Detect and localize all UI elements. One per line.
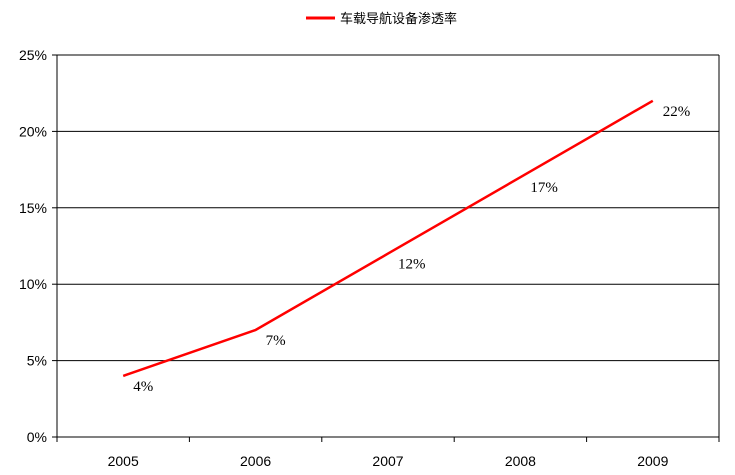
x-tick-label: 2005 xyxy=(108,453,139,469)
gridlines xyxy=(57,54,719,362)
data-label: 22% xyxy=(663,104,691,120)
y-tick-label: 15% xyxy=(19,200,47,216)
x-tick-label: 2008 xyxy=(505,453,536,469)
x-tick-label: 2006 xyxy=(240,453,271,469)
x-tick-label: 2009 xyxy=(637,453,668,469)
y-tick-label: 20% xyxy=(19,123,47,139)
data-labels: 4% 7% 12% 17% 22% xyxy=(133,104,690,395)
y-axis-ticks: 0% 5% 10% 15% 20% 25% xyxy=(19,47,57,445)
data-label: 12% xyxy=(398,257,426,273)
axes xyxy=(56,55,720,438)
y-tick-label: 25% xyxy=(19,47,47,63)
legend-label: 车载导航设备渗透率 xyxy=(340,11,457,27)
series-line xyxy=(122,99,654,378)
data-label: 4% xyxy=(133,379,153,395)
series-group xyxy=(122,99,654,378)
y-tick-label: 10% xyxy=(19,276,47,292)
data-label: 17% xyxy=(530,180,558,196)
y-tick-label: 5% xyxy=(27,353,47,369)
y-tick-label: 0% xyxy=(27,429,47,445)
data-label: 7% xyxy=(266,333,286,349)
legend: 车载导航设备渗透率 xyxy=(306,11,457,27)
x-axis-ticks: 2005 2006 2007 2008 2009 xyxy=(56,437,720,469)
x-tick-label: 2007 xyxy=(372,453,403,469)
